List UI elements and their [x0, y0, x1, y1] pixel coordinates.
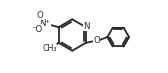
- Text: O: O: [93, 36, 100, 45]
- Text: CH₃: CH₃: [43, 44, 57, 53]
- Text: N⁺: N⁺: [39, 19, 50, 28]
- Text: N: N: [83, 22, 90, 31]
- Text: ⁻O: ⁻O: [31, 25, 43, 34]
- Text: O: O: [37, 11, 43, 20]
